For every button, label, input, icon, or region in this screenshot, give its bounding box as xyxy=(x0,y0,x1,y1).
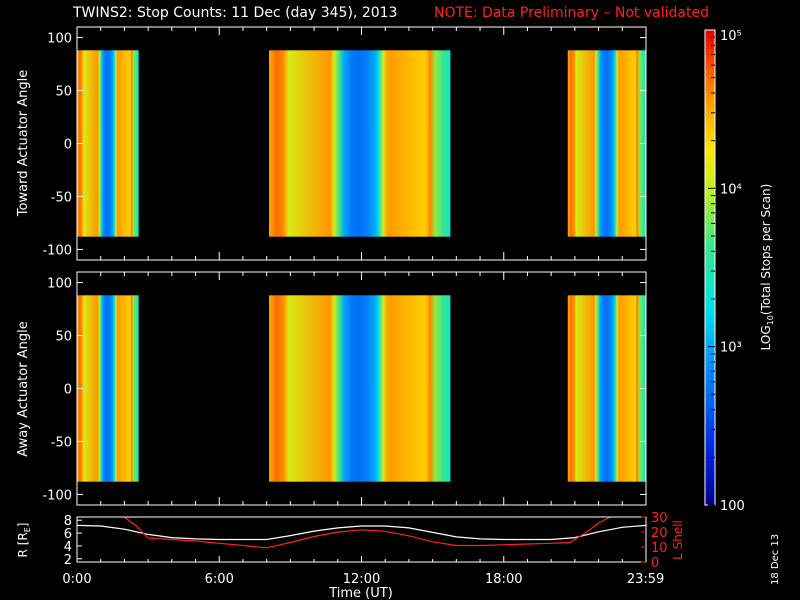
colorbar-tick-label: 10⁴ xyxy=(720,182,742,197)
heatmap-block xyxy=(77,295,139,482)
y-tick-label: 20 xyxy=(651,526,668,541)
date-stamp: 18 Dec 13 xyxy=(770,533,781,585)
y-tick-label: 4 xyxy=(64,540,72,555)
y-tick-label: 100 xyxy=(47,277,72,292)
y-tick-label: 30 xyxy=(651,511,668,526)
chart-title: TWINS2: Stop Counts: 11 Dec (day 345), 2… xyxy=(73,5,398,21)
colorbar-tick-label: 10³ xyxy=(720,341,742,356)
r-distance-line xyxy=(76,524,647,541)
x-tick-label: 18:00 xyxy=(485,572,522,587)
toward-panel: -100 -50 0 50 100 Toward Actuator Angle xyxy=(16,26,647,261)
x-tick-label: 23:59 xyxy=(627,572,664,587)
y-tick-label: 10 xyxy=(651,541,668,556)
away-panel: -100 -50 0 50 100 Away Actuator Angle xyxy=(16,271,647,506)
y-tick-label: 2 xyxy=(64,553,72,568)
heatmap-block xyxy=(567,295,646,482)
colorbar-label: LOG10(Total Stops per Scan) xyxy=(759,184,775,351)
toward-x-ticks xyxy=(76,27,647,260)
orbit-x-axis: 0:00 6:00 12:00 18:00 23:59 xyxy=(62,556,664,587)
x-tick-label: 6:00 xyxy=(205,572,234,587)
orbit-right-label: L Shell xyxy=(671,520,685,560)
y-tick-label: 50 xyxy=(55,85,72,100)
y-tick-label: -50 xyxy=(51,435,72,450)
heatmap-block xyxy=(269,50,451,237)
y-tick-label: 0 xyxy=(64,383,72,398)
colorbar-gradient xyxy=(704,29,716,506)
y-tick-label: 0 xyxy=(64,138,72,153)
x-tick-label: 0:00 xyxy=(62,572,91,587)
away-heatmap xyxy=(77,295,646,482)
l-shell-line xyxy=(124,516,611,549)
y-tick-label: -100 xyxy=(42,243,72,258)
away-y-label: Away Actuator Angle xyxy=(16,321,31,456)
colorbar-tick-label: 10⁵ xyxy=(720,29,742,44)
toward-y-axis: -100 -50 0 50 100 xyxy=(42,32,646,258)
y-tick-label: 0 xyxy=(651,556,659,571)
away-y-axis: -100 -50 0 50 100 xyxy=(42,277,646,503)
heatmap-block xyxy=(567,50,646,237)
y-tick-label: 50 xyxy=(55,330,72,345)
y-tick-label: -100 xyxy=(42,488,72,503)
colorbar: 100 10³ 10⁴ 10⁵ LOG10(Total Stops per Scan) xyxy=(704,29,775,514)
orbit-lines xyxy=(76,516,647,549)
colorbar-tick-label: 100 xyxy=(720,499,745,514)
heatmap-block xyxy=(269,295,451,482)
title-row: TWINS2: Stop Counts: 11 Dec (day 345), 2… xyxy=(0,5,800,25)
x-axis-label: Time (UT) xyxy=(328,586,393,600)
y-tick-label: 6 xyxy=(64,527,72,542)
away-x-ticks xyxy=(76,272,647,505)
x-tick-label: 12:00 xyxy=(343,572,380,587)
y-tick-label: -50 xyxy=(51,190,72,205)
y-tick-label: 100 xyxy=(47,32,72,47)
colorbar-ticks: 100 10³ 10⁴ 10⁵ xyxy=(708,29,745,514)
toward-y-label: Toward Actuator Angle xyxy=(16,70,31,217)
orbit-left-label: R [RE] xyxy=(16,523,32,558)
heatmap-block xyxy=(77,50,139,237)
toward-heatmap xyxy=(77,50,646,237)
y-tick-label: 8 xyxy=(64,514,72,529)
preliminary-note: NOTE: Data Preliminary – Not validated xyxy=(434,5,709,21)
